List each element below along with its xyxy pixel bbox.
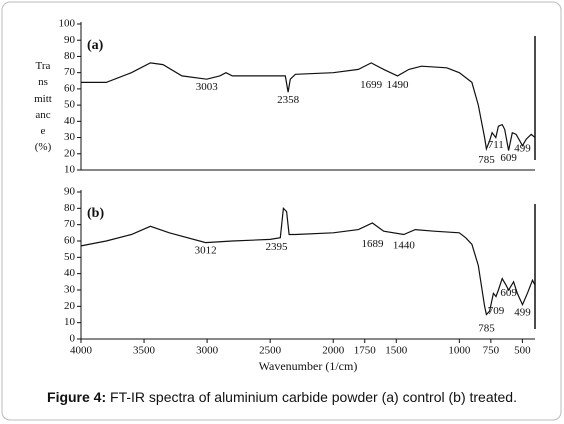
y-tick-label: 50: [64, 99, 76, 111]
peak-label: 1440: [393, 239, 416, 251]
peak-label: 711: [488, 139, 504, 151]
peak-label: 785: [478, 323, 495, 335]
x-tick-label: 1500: [385, 345, 408, 357]
y-axis-label: Transmittance (%): [34, 60, 52, 154]
peak-label: 499: [514, 142, 531, 154]
y-tick-label: 80: [64, 50, 76, 62]
peak-label: 709: [488, 305, 505, 317]
y-tick-label: 30: [64, 131, 76, 143]
y-tick-label: 60: [64, 235, 76, 247]
x-tick-label: 2000: [322, 345, 345, 357]
x-tick-label: 4000: [70, 345, 93, 357]
y-tick-label: 40: [64, 115, 76, 127]
y-tick-label: 40: [64, 267, 76, 279]
panel-label: (a): [87, 38, 104, 53]
peak-label: 499: [514, 306, 531, 318]
caption-text: FT-IR spectra of aluminium carbide powde…: [110, 389, 517, 405]
y-tick-label: 30: [64, 284, 76, 296]
x-tick-label: 3500: [133, 345, 156, 357]
peak-label: 1699: [360, 79, 383, 91]
x-axis-label: Wavenumber (1/cm): [259, 359, 358, 373]
y-tick-label: 10: [64, 316, 76, 328]
peak-label: 3003: [196, 81, 219, 93]
spectrum-line: [80, 206, 536, 316]
spectrum-line: [81, 62, 536, 152]
peak-label: 3012: [195, 244, 217, 256]
peak-label: 609: [500, 287, 517, 299]
y-tick-label: 70: [64, 218, 76, 230]
y-tick-label: 10: [64, 164, 76, 176]
y-tick-label: 90: [64, 186, 76, 198]
x-tick-label: 750: [483, 345, 500, 357]
y-tick-label: 70: [64, 66, 76, 78]
x-tick-label: 1750: [354, 345, 377, 357]
caption-label: Figure 4:: [47, 389, 107, 405]
peak-label: 609: [500, 152, 517, 164]
y-tick-label: 0: [70, 333, 76, 345]
peak-label: 2395: [265, 241, 288, 253]
x-tick-label: 1000: [448, 345, 471, 357]
y-tick-label: 50: [64, 251, 76, 263]
x-tick-label: 2500: [259, 345, 282, 357]
y-tick-label: 20: [64, 147, 76, 159]
peak-label: 1689: [361, 238, 384, 250]
panel-label: (b): [87, 206, 104, 221]
y-tick-label: 20: [64, 300, 76, 312]
peak-label: 2358: [277, 94, 300, 106]
y-tick-label: 80: [64, 202, 76, 214]
x-tick-label: 500: [514, 345, 531, 357]
peak-label: 785: [478, 154, 495, 166]
y-tick-label: 60: [64, 82, 76, 94]
y-tick-label: 90: [64, 34, 76, 46]
y-tick-label: 100: [59, 18, 76, 30]
caption: Figure 4: FT-IR spectra of aluminium car…: [0, 389, 564, 405]
peak-label: 1490: [387, 79, 410, 91]
x-tick-label: 3000: [196, 345, 219, 357]
